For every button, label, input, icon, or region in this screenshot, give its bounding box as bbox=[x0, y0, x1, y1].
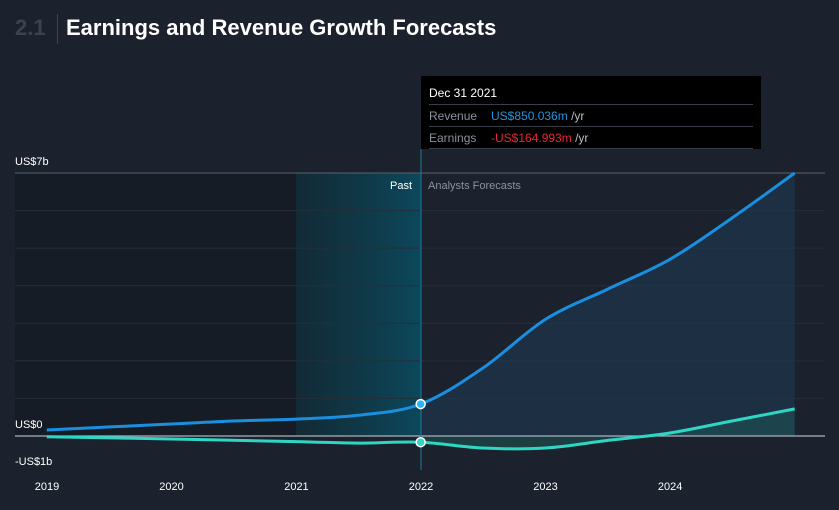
x-tick-label: 2024 bbox=[658, 481, 682, 493]
x-tick-label: 2021 bbox=[284, 481, 308, 493]
tooltip-earnings-row: Earnings -US$164.993m /yr bbox=[429, 130, 753, 149]
tooltip-earnings-unit: /yr bbox=[575, 131, 589, 145]
section-number: 2.1 bbox=[15, 15, 46, 40]
page-title: Earnings and Revenue Growth Forecasts bbox=[66, 15, 497, 40]
past-highlight-band bbox=[296, 173, 421, 436]
x-tick-label: 2023 bbox=[533, 481, 557, 493]
x-tick-label: 2022 bbox=[409, 481, 433, 493]
tooltip-earnings-label: Earnings bbox=[429, 131, 477, 145]
tooltip-revenue-label: Revenue bbox=[429, 109, 478, 123]
header-divider bbox=[57, 14, 58, 44]
revenue-line bbox=[46, 171, 796, 432]
x-tick-label: 2020 bbox=[159, 481, 183, 493]
section-header: 2.1 Earnings and Revenue Growth Forecast… bbox=[0, 0, 839, 60]
tooltip-earnings-value: -US$164.993m bbox=[491, 131, 572, 145]
tooltip-date: Dec 31 2021 bbox=[429, 86, 753, 105]
earnings-line bbox=[46, 407, 795, 451]
data-tooltip: Dec 31 2021 Revenue US$850.036m /yr Earn… bbox=[421, 76, 761, 149]
tooltip-revenue-value: US$850.036m bbox=[491, 109, 568, 123]
revenue-area bbox=[420, 173, 795, 436]
revenue-marker bbox=[415, 398, 426, 410]
past-label: Past bbox=[390, 180, 412, 192]
tooltip-revenue-unit: /yr bbox=[571, 109, 585, 123]
y-tick-label: US$0 bbox=[15, 419, 43, 431]
tooltip-revenue-row: Revenue US$850.036m /yr bbox=[429, 108, 753, 127]
x-tick-label: 2019 bbox=[35, 481, 59, 493]
y-tick-label: -US$1b bbox=[15, 456, 52, 468]
y-tick-label: US$7b bbox=[15, 156, 49, 168]
forecast-label: Analysts Forecasts bbox=[428, 180, 521, 192]
earnings-marker bbox=[415, 436, 426, 448]
earnings-area bbox=[420, 408, 795, 449]
